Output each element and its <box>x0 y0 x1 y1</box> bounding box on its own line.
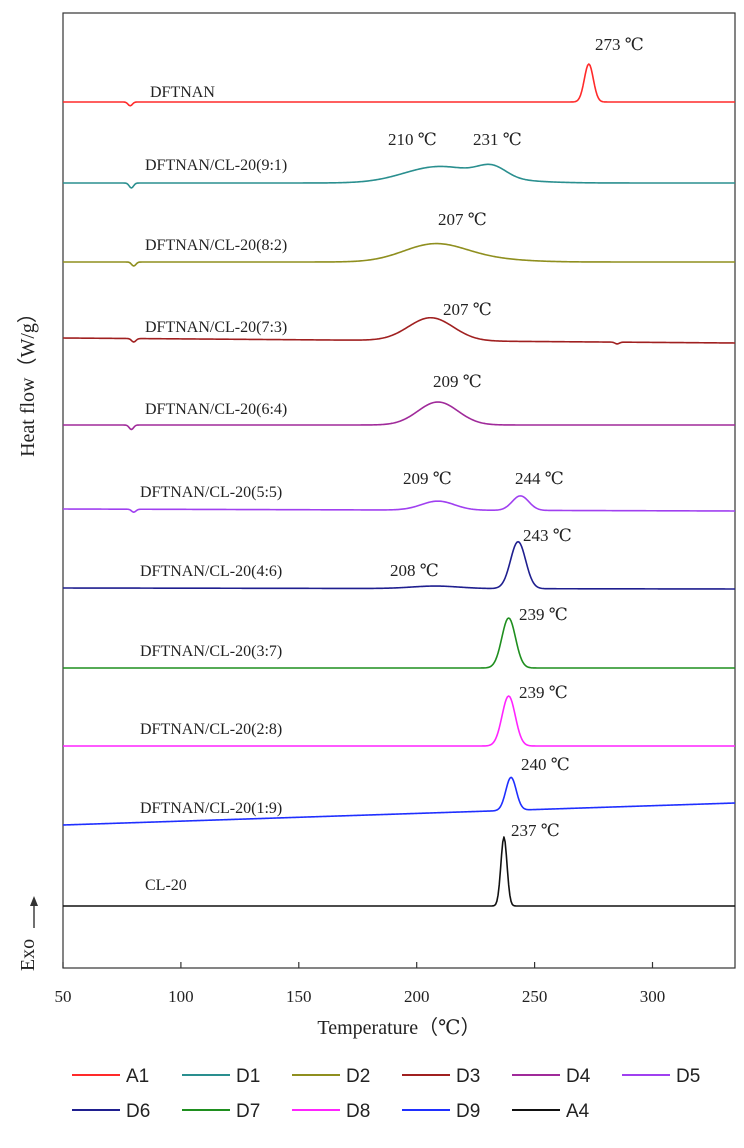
legend-item-a1: A1 <box>72 1066 149 1087</box>
legend-item-d3: D3 <box>402 1066 480 1087</box>
legend-label: D5 <box>676 1066 700 1087</box>
legend-label: D1 <box>236 1066 260 1087</box>
sample-label-d6: DFTNAN/CL-20(4:6) <box>140 563 282 580</box>
peak-label: 243 ℃ <box>523 526 572 545</box>
exo-arrow-icon <box>30 896 38 906</box>
series-line-a4 <box>63 836 736 907</box>
legend-item-d6: D6 <box>72 1101 150 1122</box>
sample-label-a1: DFTNAN <box>150 84 215 101</box>
legend: A1 D1 D2 D3 D4 D5 D6 D7 D8 D9 A4 <box>72 1066 700 1122</box>
legend-item-d4: D4 <box>512 1066 591 1087</box>
sample-label-d9: DFTNAN/CL-20(1:9) <box>140 800 282 817</box>
sample-label-d7: DFTNAN/CL-20(3:7) <box>140 643 282 660</box>
x-tick-label: 300 <box>640 987 666 1006</box>
legend-item-d8: D8 <box>292 1101 370 1122</box>
legend-label: D7 <box>236 1101 260 1122</box>
series-line-a1 <box>63 63 736 107</box>
peak-label: 209 ℃ <box>433 372 482 391</box>
series-line-d9 <box>62 776 736 826</box>
x-tick-label: 200 <box>404 987 430 1006</box>
peak-label: 237 ℃ <box>511 821 560 840</box>
legend-item-d2: D2 <box>292 1066 370 1087</box>
legend-item-a4: A4 <box>512 1101 590 1122</box>
series-line-d5 <box>63 495 736 514</box>
legend-label: D2 <box>346 1066 370 1087</box>
legend-label: A4 <box>566 1101 590 1122</box>
peak-label: 210 ℃ <box>388 130 437 149</box>
peak-label: 207 ℃ <box>438 210 487 229</box>
x-axis-title: Temperature（℃） <box>317 1016 480 1039</box>
legend-item-d7: D7 <box>182 1101 260 1122</box>
series-line-d7 <box>63 617 736 669</box>
x-tick-label: 250 <box>522 987 548 1006</box>
x-axis: 50 100 150 200 250 300 <box>55 962 666 1006</box>
peak-label: 208 ℃ <box>390 561 439 580</box>
exo-indicator: Exo <box>17 896 39 971</box>
series-line-d4 <box>63 401 736 431</box>
peak-label: 239 ℃ <box>519 683 568 702</box>
series-line-d1 <box>63 163 736 189</box>
peak-label: 209 ℃ <box>403 469 452 488</box>
labels-layer: DFTNAN 273 ℃ DFTNAN/CL-20(9:1) 210 ℃ 231 ℃ DF… <box>140 35 644 894</box>
peak-label: 240 ℃ <box>521 755 570 774</box>
sample-label-d2: DFTNAN/CL-20(8:2) <box>145 237 287 254</box>
legend-label: D6 <box>126 1101 150 1122</box>
sample-label-a4: CL-20 <box>145 877 187 894</box>
sample-label-d8: DFTNAN/CL-20(2:8) <box>140 721 282 738</box>
series-line-d6 <box>63 540 736 590</box>
x-tick-label: 50 <box>55 987 72 1006</box>
sample-label-d3: DFTNAN/CL-20(7:3) <box>145 319 287 336</box>
peak-label: 273 ℃ <box>595 35 644 54</box>
series-line-d3 <box>62 316 736 345</box>
series-line-d8 <box>63 695 736 747</box>
legend-label: D4 <box>566 1066 591 1087</box>
legend-label: D8 <box>346 1101 370 1122</box>
plot-frame <box>62 12 736 969</box>
y-axis-title: Heat flow（W/g） <box>16 303 39 457</box>
x-tick-label: 100 <box>168 987 194 1006</box>
peak-label: 207 ℃ <box>443 300 492 319</box>
legend-label: D3 <box>456 1066 480 1087</box>
curves-layer <box>62 63 736 907</box>
sample-label-d5: DFTNAN/CL-20(5:5) <box>140 484 282 501</box>
legend-label: D9 <box>456 1101 480 1122</box>
peak-label: 231 ℃ <box>473 130 522 149</box>
sample-label-d1: DFTNAN/CL-20(9:1) <box>145 157 287 174</box>
legend-item-d9: D9 <box>402 1101 480 1122</box>
peak-label: 239 ℃ <box>519 605 568 624</box>
legend-label: A1 <box>126 1066 149 1087</box>
peak-label: 244 ℃ <box>515 469 564 488</box>
exo-label: Exo <box>17 939 39 971</box>
series-line-d2 <box>63 242 736 267</box>
x-tick-label: 150 <box>286 987 312 1006</box>
sample-label-d4: DFTNAN/CL-20(6:4) <box>145 401 287 418</box>
legend-item-d1: D1 <box>182 1066 260 1087</box>
legend-item-d5: D5 <box>622 1066 700 1087</box>
